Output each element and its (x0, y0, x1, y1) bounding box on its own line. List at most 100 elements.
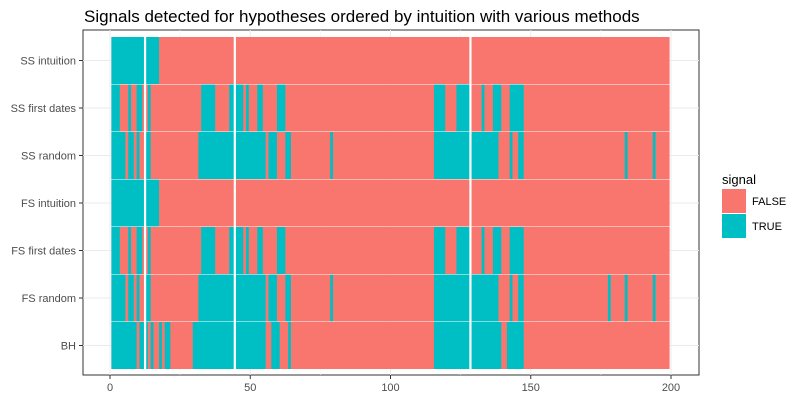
x-tick-label: 150 (522, 382, 540, 394)
cell-false (111, 179, 670, 227)
cell-true (201, 84, 216, 132)
y-tick-label: SS intuition (20, 56, 76, 68)
heatmap-row (111, 179, 670, 227)
heatmap-row (111, 322, 670, 369)
cell-false (111, 37, 670, 84)
x-tick-label: 100 (381, 382, 399, 394)
cell-true (456, 84, 471, 132)
cell-true (128, 227, 132, 274)
cell-true (136, 227, 143, 274)
x-tick-label: 200 (662, 382, 680, 394)
cell-false (111, 84, 670, 132)
cell-true (198, 132, 266, 179)
cell-true (607, 274, 611, 322)
cell-true (518, 132, 524, 179)
cell-true (509, 132, 513, 179)
heatmap-row (111, 227, 670, 274)
cell-true (111, 132, 126, 179)
cell-true (159, 322, 162, 369)
legend-key-false (722, 189, 746, 213)
cell-true (509, 84, 524, 132)
cell-true (128, 274, 134, 322)
cell-true (506, 322, 524, 369)
cell-true (150, 322, 154, 369)
cell-true (518, 274, 524, 322)
cell-true (330, 132, 333, 179)
cell-true (246, 84, 249, 132)
cell-true (164, 322, 171, 369)
heatmap-row (111, 274, 670, 322)
cell-true (111, 179, 160, 227)
cell-true (624, 274, 628, 322)
legend-label: TRUE (752, 221, 782, 233)
cell-true (509, 227, 524, 274)
cell-true (492, 84, 502, 132)
cell-true (268, 274, 277, 322)
legend-title: signal (722, 172, 756, 187)
cell-true (111, 322, 137, 369)
cell-true (111, 84, 120, 132)
cell-true (433, 132, 499, 179)
cell-true (492, 227, 502, 274)
cell-true (136, 132, 140, 179)
cell-true (111, 37, 160, 84)
legend: signal FALSE TRUE (722, 172, 786, 238)
x-axis-labels: 0 50 100 150 200 (107, 375, 680, 394)
legend-key-true (722, 214, 746, 238)
cell-true (192, 322, 266, 369)
cell-true (111, 274, 126, 322)
cell-true (288, 322, 291, 369)
heatmap-row (111, 37, 670, 84)
y-tick-label: FS first dates (11, 246, 76, 258)
y-axis-labels: SS intuition SS first dates SS random FS in… (11, 56, 83, 353)
cell-true (276, 84, 286, 132)
cell-true (257, 84, 263, 132)
cell-true (136, 274, 140, 322)
cell-true (147, 84, 151, 132)
cell-true (147, 227, 151, 274)
cell-true (433, 274, 499, 322)
x-tick-label: 50 (244, 382, 256, 394)
legend-label: FALSE (752, 196, 786, 208)
cell-true (433, 322, 502, 369)
y-tick-label: FS random (22, 293, 76, 305)
cell-true (198, 274, 266, 322)
cells-layer (111, 37, 670, 369)
cell-true (433, 84, 446, 132)
cell-false (111, 132, 670, 179)
heatmap-row (111, 84, 670, 132)
cell-true (652, 132, 656, 179)
cell-true (136, 84, 143, 132)
cell-false (111, 227, 670, 274)
y-tick-label: FS intuition (21, 198, 76, 210)
cell-true (276, 227, 286, 274)
cell-true (139, 322, 148, 369)
cell-true (229, 84, 244, 132)
cell-true (481, 227, 485, 274)
cell-true (257, 227, 263, 274)
cell-true (128, 84, 132, 132)
cell-true (509, 274, 513, 322)
cell-true (456, 227, 471, 274)
y-tick-label: SS random (21, 151, 76, 163)
chart-title: Signals detected for hypotheses ordered … (84, 7, 640, 26)
cell-false (111, 274, 670, 322)
cell-true (624, 132, 628, 179)
cell-true (285, 274, 291, 322)
cell-true (433, 227, 446, 274)
vlines-layer (143, 37, 472, 369)
x-tick-label: 0 (107, 382, 113, 394)
cell-true (145, 132, 151, 179)
cell-true (128, 132, 134, 179)
cell-true (246, 227, 249, 274)
cell-true (652, 274, 656, 322)
cell-true (481, 84, 485, 132)
cell-true (111, 227, 120, 274)
cell-true (145, 274, 151, 322)
cell-true (201, 227, 216, 274)
cell-true (271, 322, 280, 369)
heatmap-row (111, 132, 670, 179)
y-tick-label: SS first dates (11, 103, 77, 115)
